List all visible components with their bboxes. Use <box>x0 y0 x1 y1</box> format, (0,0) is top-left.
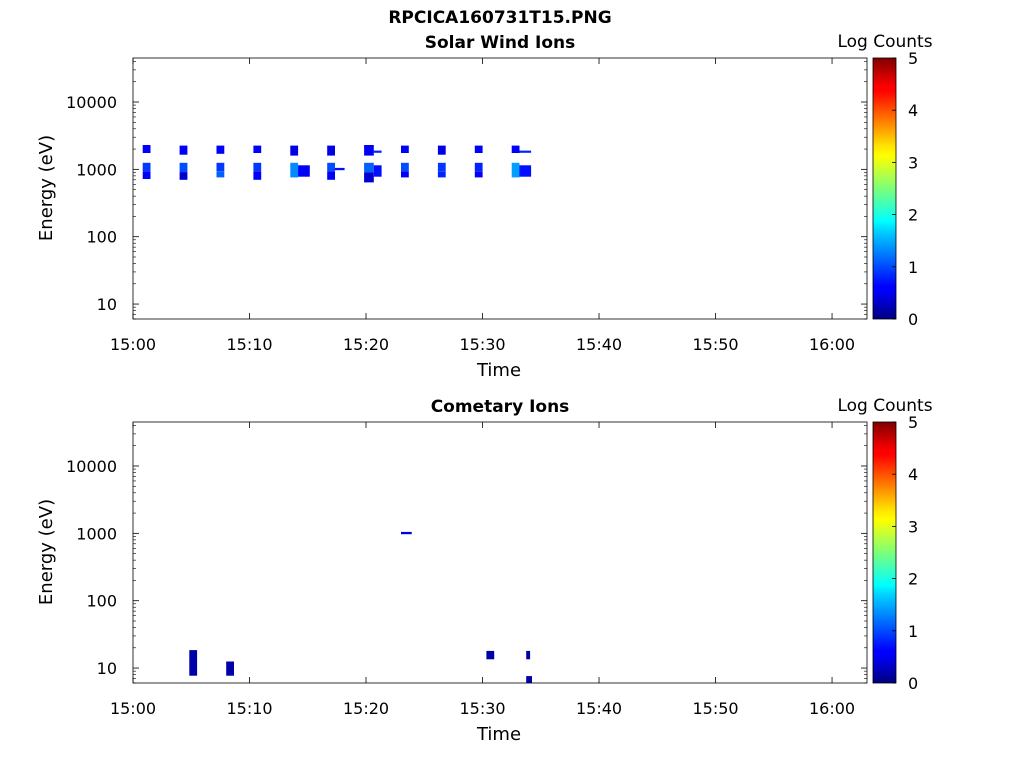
cometary-colorbar-tick-label: 5 <box>908 413 918 432</box>
cometary-ytick-label: 10 <box>97 659 117 678</box>
solar-wind-ytick-label: 10 <box>97 295 117 314</box>
solar-wind-cell-27 <box>437 145 446 155</box>
solar-wind-cell-12 <box>290 145 299 156</box>
solar-wind-cells <box>142 145 532 183</box>
cometary-colorbar-tick-label: 3 <box>908 517 918 536</box>
solar-wind-cell-26 <box>401 171 409 178</box>
solar-wind-cell-24 <box>401 145 409 153</box>
cometary-colorbar-tick-label: 4 <box>908 465 918 484</box>
solar-wind-cell-21 <box>364 162 374 173</box>
solar-wind-plot-frame <box>132 57 868 320</box>
solar-wind-cell-16 <box>327 162 335 172</box>
solar-wind-colorbar: 0 1 2 3 4 5 <box>872 49 918 329</box>
figure-title: RPCICA160731T15.PNG <box>388 8 612 28</box>
cometary-cell-5 <box>526 676 532 683</box>
solar-wind-cell-30 <box>474 145 483 153</box>
solar-wind-colorbar-tick-label: 4 <box>908 101 918 120</box>
cometary-colorbar-label: Log Counts <box>837 396 932 416</box>
cometary-xtick-label: 16:00 <box>809 699 855 718</box>
solar-wind-cell-32 <box>474 171 483 178</box>
solar-wind-cell-13 <box>290 162 299 178</box>
solar-wind-cell-14 <box>298 165 310 177</box>
panel-cometary-ions: Cometary Ions Energy (eV) Time Log Count… <box>36 396 933 745</box>
solar-wind-cell-17 <box>327 171 335 180</box>
cometary-colorbar-tick-label: 1 <box>908 622 918 641</box>
cometary-xtick-label: 15:30 <box>459 699 505 718</box>
solar-wind-ytick-label: 100 <box>86 228 117 247</box>
solar-wind-cell-34 <box>511 162 520 178</box>
cometary-xtick-label: 15:00 <box>110 699 156 718</box>
solar-wind-cell-5 <box>179 172 188 180</box>
solar-wind-cell-33 <box>511 145 520 153</box>
cometary-colorbar: 0 1 2 3 4 5 <box>872 413 918 693</box>
solar-wind-title: Solar Wind Ions <box>425 33 576 53</box>
solar-wind-cell-35 <box>519 150 532 153</box>
cometary-cell-4 <box>526 650 531 660</box>
solar-wind-cell-6 <box>216 145 225 154</box>
cometary-cell-1 <box>226 661 234 676</box>
solar-wind-cell-1 <box>142 162 151 172</box>
solar-wind-cell-9 <box>253 145 262 153</box>
cometary-ytick-label: 100 <box>86 592 117 611</box>
cometary-xtick-label: 15:50 <box>692 699 738 718</box>
solar-wind-ylabel: Energy (eV) <box>36 135 57 241</box>
cometary-xtick-label: 15:10 <box>226 699 272 718</box>
solar-wind-xtick-label: 15:30 <box>459 335 505 354</box>
solar-wind-cell-29 <box>437 171 446 178</box>
cometary-colorbar-tick-label: 0 <box>908 674 918 693</box>
solar-wind-cell-25 <box>401 162 409 172</box>
solar-wind-cell-18 <box>334 167 345 171</box>
solar-wind-cell-22 <box>373 165 382 177</box>
solar-wind-colorbar-tick-label: 1 <box>908 258 918 277</box>
solar-wind-cell-0 <box>142 145 151 153</box>
cometary-xtick-label: 15:20 <box>343 699 389 718</box>
cometary-ylabel: Energy (eV) <box>36 499 57 605</box>
solar-wind-xtick-label: 16:00 <box>809 335 855 354</box>
panel-solar-wind-ions: Solar Wind Ions Energy (eV) Time Log Cou… <box>36 32 933 381</box>
cometary-colorbar-tick-label: 2 <box>908 570 918 589</box>
solar-wind-cell-4 <box>179 162 188 173</box>
solar-wind-xlabel: Time <box>476 360 521 381</box>
cometary-ytick-label: 10000 <box>66 457 117 476</box>
cometary-cell-0 <box>189 650 198 676</box>
cometary-plot-frame <box>132 421 868 684</box>
solar-wind-colorbar-gradient <box>872 57 897 320</box>
solar-wind-cell-7 <box>216 162 225 172</box>
solar-wind-cell-36 <box>519 165 532 177</box>
solar-wind-ytick-label: 1000 <box>76 160 117 179</box>
solar-wind-xtick-label: 15:10 <box>226 335 272 354</box>
solar-wind-cell-28 <box>437 162 446 172</box>
solar-wind-xtick-label: 15:00 <box>110 335 156 354</box>
solar-wind-cell-8 <box>216 171 225 178</box>
solar-wind-cell-20 <box>373 150 382 153</box>
solar-wind-xtick-label: 15:40 <box>576 335 622 354</box>
solar-wind-colorbar-tick-label: 5 <box>908 49 918 68</box>
solar-wind-xtick-label: 15:50 <box>692 335 738 354</box>
cometary-xtick-label: 15:40 <box>576 699 622 718</box>
solar-wind-cell-2 <box>142 171 151 179</box>
cometary-cells <box>189 531 532 683</box>
solar-wind-ytick-label: 10000 <box>66 93 117 112</box>
solar-wind-cell-23 <box>364 172 374 183</box>
cometary-title: Cometary Ions <box>431 397 570 417</box>
solar-wind-cell-11 <box>253 171 262 180</box>
cometary-xlabel: Time <box>476 724 521 745</box>
solar-wind-cell-15 <box>327 145 335 156</box>
solar-wind-cell-19 <box>364 145 374 156</box>
solar-wind-axes: 15:00 15:10 15:20 15:30 15:40 15:50 16:00 10 100… <box>66 57 868 354</box>
cometary-cell-3 <box>486 650 495 660</box>
solar-wind-colorbar-tick-label: 0 <box>908 310 918 329</box>
solar-wind-colorbar-label: Log Counts <box>837 32 932 52</box>
solar-wind-xtick-label: 15:20 <box>343 335 389 354</box>
cometary-ytick-label: 1000 <box>76 524 117 543</box>
solar-wind-cell-10 <box>253 162 262 172</box>
solar-wind-colorbar-tick-label: 2 <box>908 206 918 225</box>
solar-wind-cell-31 <box>474 162 483 172</box>
cometary-cell-2 <box>401 531 412 535</box>
solar-wind-cell-3 <box>179 145 188 155</box>
cometary-colorbar-gradient <box>872 421 897 684</box>
cometary-axes: 15:00 15:10 15:20 15:30 15:40 15:50 16:00 10 100… <box>66 421 868 718</box>
solar-wind-colorbar-tick-label: 3 <box>908 153 918 172</box>
